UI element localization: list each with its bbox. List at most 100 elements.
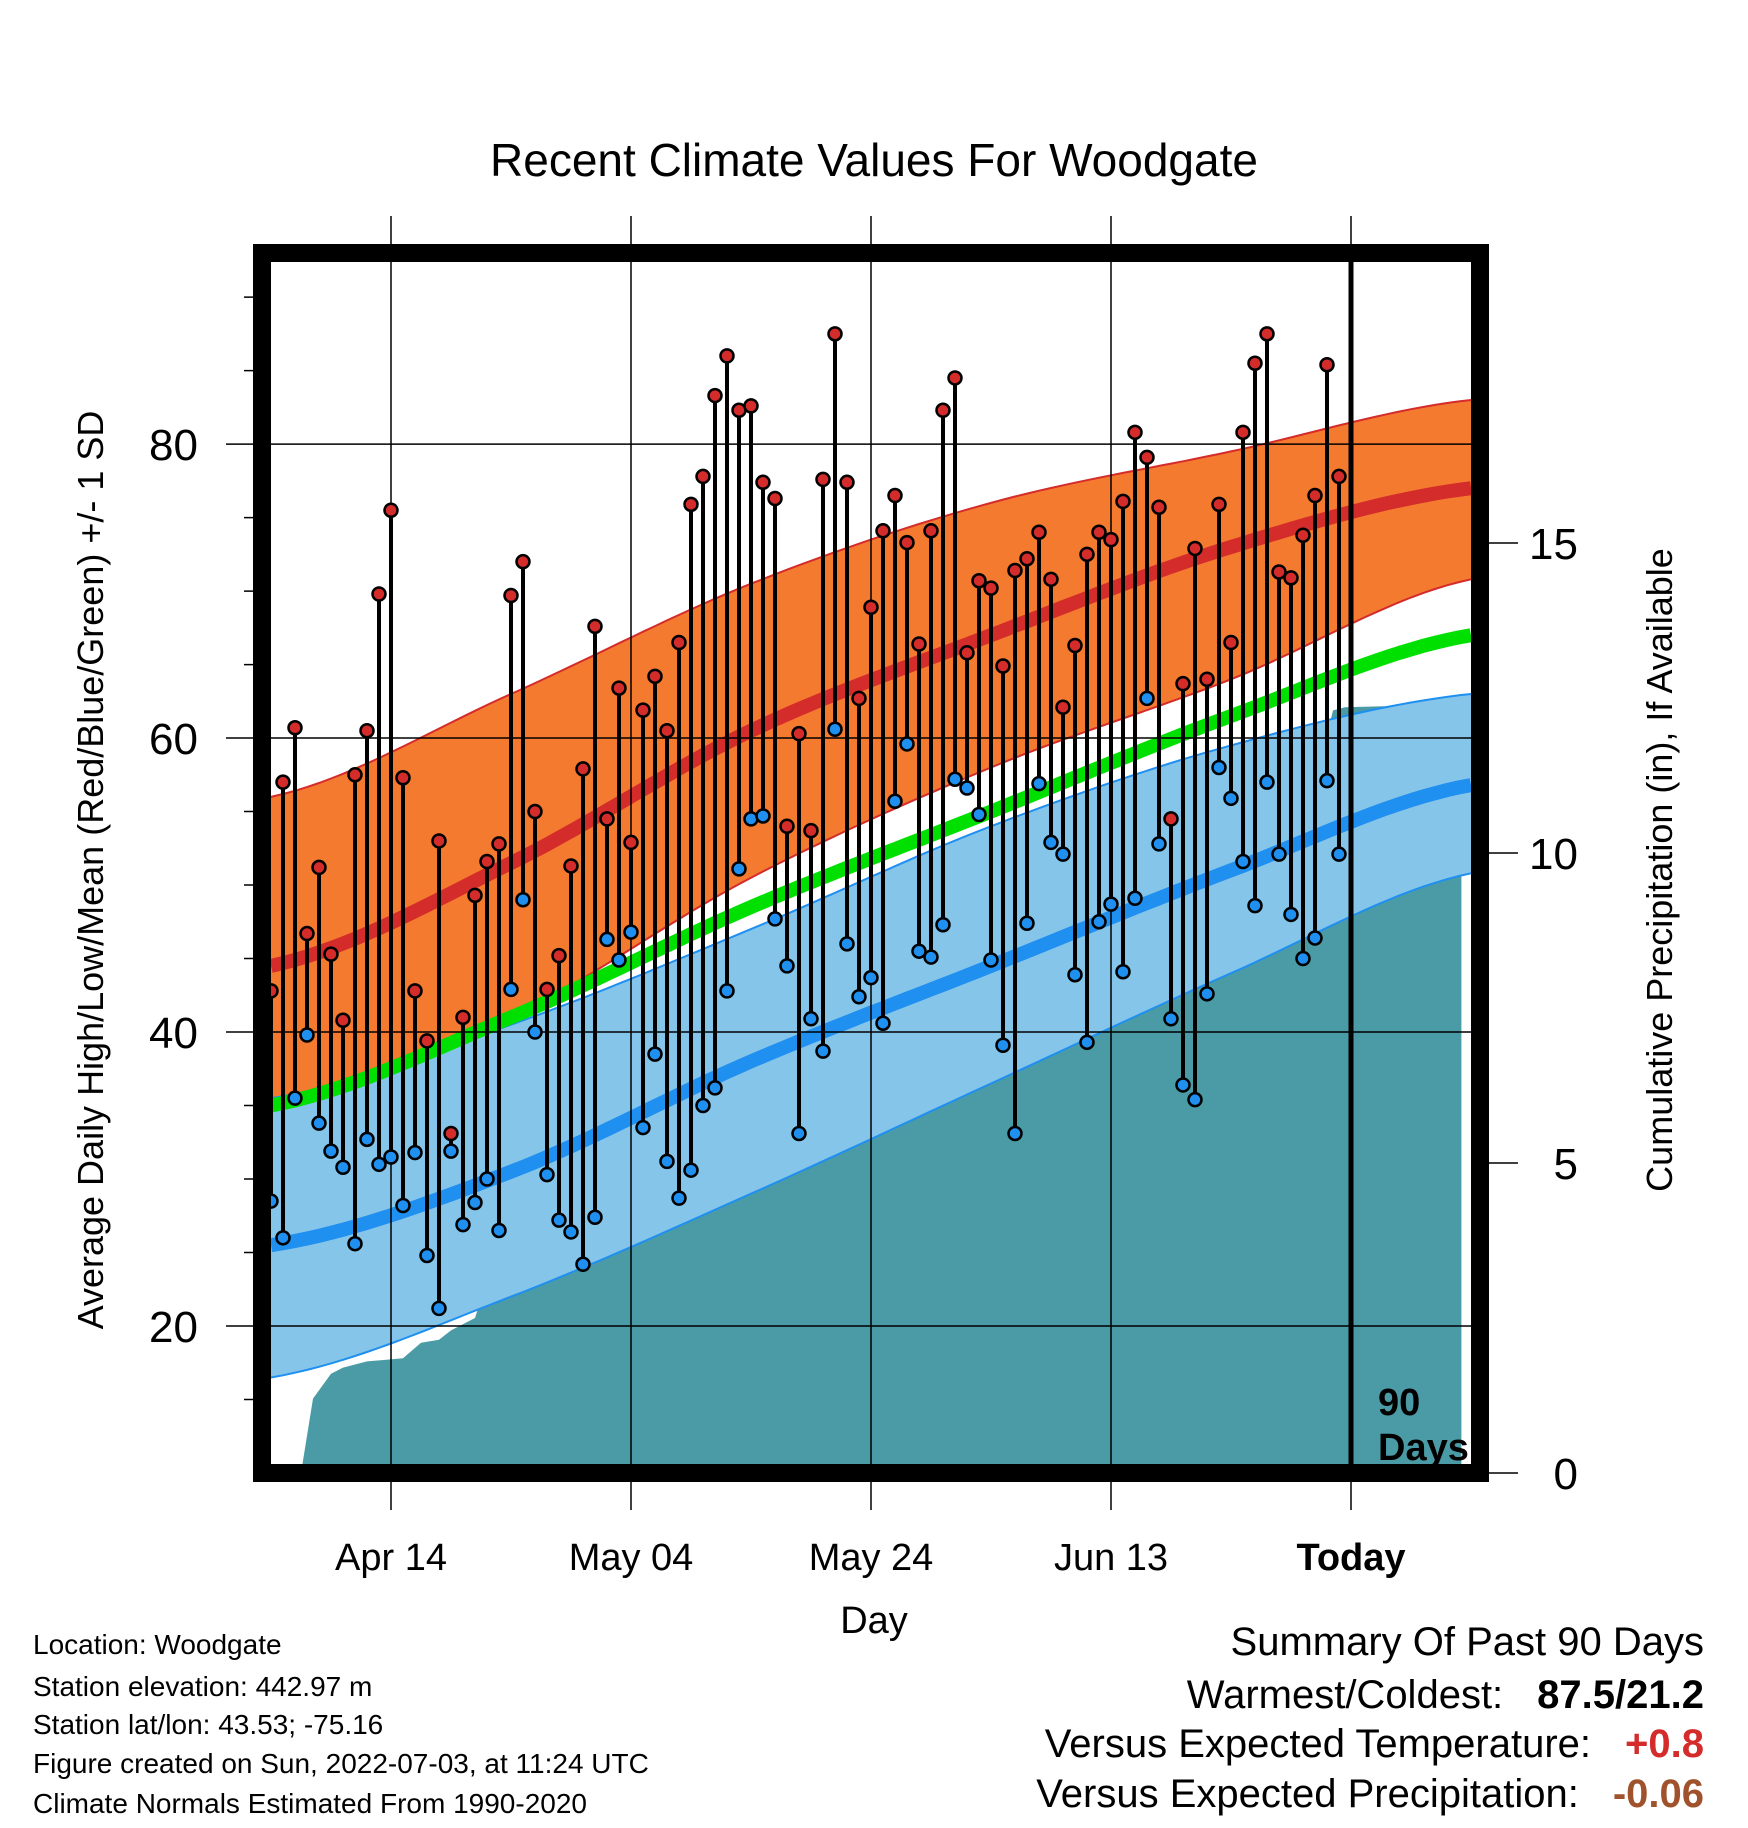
daily-high-point: [671, 634, 687, 651]
x-tick-label: Today: [1296, 1537, 1405, 1579]
daily-low-point: [1295, 950, 1311, 967]
daily-low-point: [383, 1149, 399, 1165]
plot-area: Apr 14 May 04 May 24 Jun 13 Today 20 40 60 80 0 5 1…: [149, 216, 1578, 1579]
y2-tick-label: 0: [1554, 1450, 1578, 1499]
daily-low-point: [551, 1212, 567, 1228]
daily-low-point: [443, 1143, 459, 1159]
daily-low-point: [1031, 775, 1047, 792]
precip-label: Versus Expected Precipitation:: [1036, 1772, 1579, 1816]
station-location: Location: Woodgate: [33, 1629, 282, 1660]
daily-high-point: [1043, 571, 1059, 588]
y-axis-label: Average Daily High/Low/Mean (Red/Blue/Gr…: [70, 411, 111, 1330]
daily-low-point: [359, 1131, 375, 1148]
daily-high-point: [467, 887, 483, 904]
daily-low-point: [719, 983, 735, 999]
x-tick-label: May 04: [569, 1537, 694, 1579]
daily-low-point: [539, 1166, 555, 1183]
daily-low-point: [1079, 1034, 1095, 1051]
climate-normals-period: Climate Normals Estimated From 1990-2020: [33, 1788, 587, 1819]
daily-low-point: [707, 1080, 723, 1096]
daily-low-point: [827, 721, 843, 737]
daily-low-point: [659, 1153, 675, 1170]
daily-high-point: [479, 853, 495, 870]
daily-low-point: [575, 1256, 591, 1273]
daily-high-point: [551, 947, 567, 964]
daily-low-point: [863, 969, 879, 986]
daily-low-point: [839, 936, 855, 952]
daily-high-point: [947, 370, 963, 386]
daily-low-point: [815, 1043, 831, 1059]
station-latlon: Station lat/lon: 43.53; -75.16: [33, 1709, 384, 1740]
daily-low-point: [1055, 846, 1071, 862]
daily-low-point: [1115, 964, 1131, 980]
daily-high-point: [863, 599, 879, 615]
daily-high-point: [1127, 424, 1143, 441]
daily-high-point: [359, 722, 375, 739]
daily-high-point: [815, 471, 831, 488]
daily-low-point: [695, 1097, 711, 1114]
daily-high-point: [719, 348, 735, 364]
daily-high-point: [275, 774, 291, 790]
daily-high-point: [383, 502, 399, 518]
daily-high-point: [323, 946, 339, 962]
daily-low-point: [875, 1015, 891, 1031]
daily-high-point: [1055, 699, 1071, 715]
station-elevation: Station elevation: 442.97 m: [33, 1671, 373, 1702]
y-tick-label: 40: [149, 1009, 198, 1058]
daily-low-point: [935, 916, 951, 933]
y2-tick-label: 5: [1554, 1140, 1578, 1189]
daily-high-point: [875, 523, 891, 539]
daily-high-point: [935, 402, 951, 419]
daily-high-point: [995, 658, 1011, 674]
daily-low-point: [455, 1216, 471, 1233]
daily-high-point: [1259, 326, 1275, 342]
summary-warm-cold: Warmest/Coldest: 87.5/21.2: [1187, 1673, 1704, 1718]
daily-high-point: [515, 553, 531, 570]
daily-high-point: [1151, 499, 1167, 516]
daily-low-point: [323, 1143, 339, 1159]
daily-high-point: [1067, 637, 1083, 654]
daily-low-point: [1067, 966, 1083, 983]
daily-high-point: [407, 983, 423, 999]
daily-high-point: [491, 836, 507, 852]
daily-low-point: [947, 771, 963, 787]
daily-high-point: [1199, 671, 1215, 688]
daily-low-point: [683, 1162, 699, 1178]
daily-low-point: [347, 1235, 363, 1252]
daily-high-point: [983, 580, 999, 596]
y2-axis-label: Cumulative Precipitation (in), If Availa…: [1639, 548, 1680, 1192]
daily-high-point: [635, 702, 651, 718]
daily-low-point: [1235, 853, 1251, 870]
temp-value: +0.8: [1625, 1722, 1704, 1766]
daily-low-point: [431, 1300, 447, 1317]
daily-high-point: [1319, 356, 1335, 373]
daily-high-point: [1007, 562, 1023, 579]
daily-high-point: [539, 981, 555, 998]
warm-cold-label: Warmest/Coldest:: [1186, 1673, 1504, 1717]
daily-high-point: [1031, 524, 1047, 541]
daily-low-point: [923, 949, 939, 965]
precip-value: -0.06: [1612, 1772, 1704, 1816]
daily-low-point: [887, 793, 903, 810]
daily-low-point: [623, 924, 639, 940]
daily-high-point: [575, 761, 591, 777]
daily-high-point: [647, 668, 663, 685]
daily-high-point: [1019, 550, 1035, 567]
daily-high-point: [611, 680, 627, 696]
daily-high-point: [707, 387, 723, 404]
daily-high-point: [371, 586, 387, 602]
daily-high-point: [827, 326, 843, 342]
daily-high-point: [455, 1009, 471, 1026]
summary-title: Summary Of Past 90 Days: [1230, 1620, 1704, 1664]
daily-low-point: [407, 1144, 423, 1161]
daily-high-point: [587, 618, 603, 635]
daily-low-point: [335, 1159, 351, 1176]
daily-low-point: [275, 1230, 291, 1246]
daily-low-point: [491, 1222, 507, 1239]
daily-high-point: [959, 645, 975, 661]
daily-low-point: [1223, 790, 1239, 807]
daily-low-point: [1103, 896, 1119, 912]
daily-high-point: [287, 720, 303, 736]
daily-low-point: [1211, 759, 1227, 776]
daily-low-point: [311, 1115, 327, 1131]
